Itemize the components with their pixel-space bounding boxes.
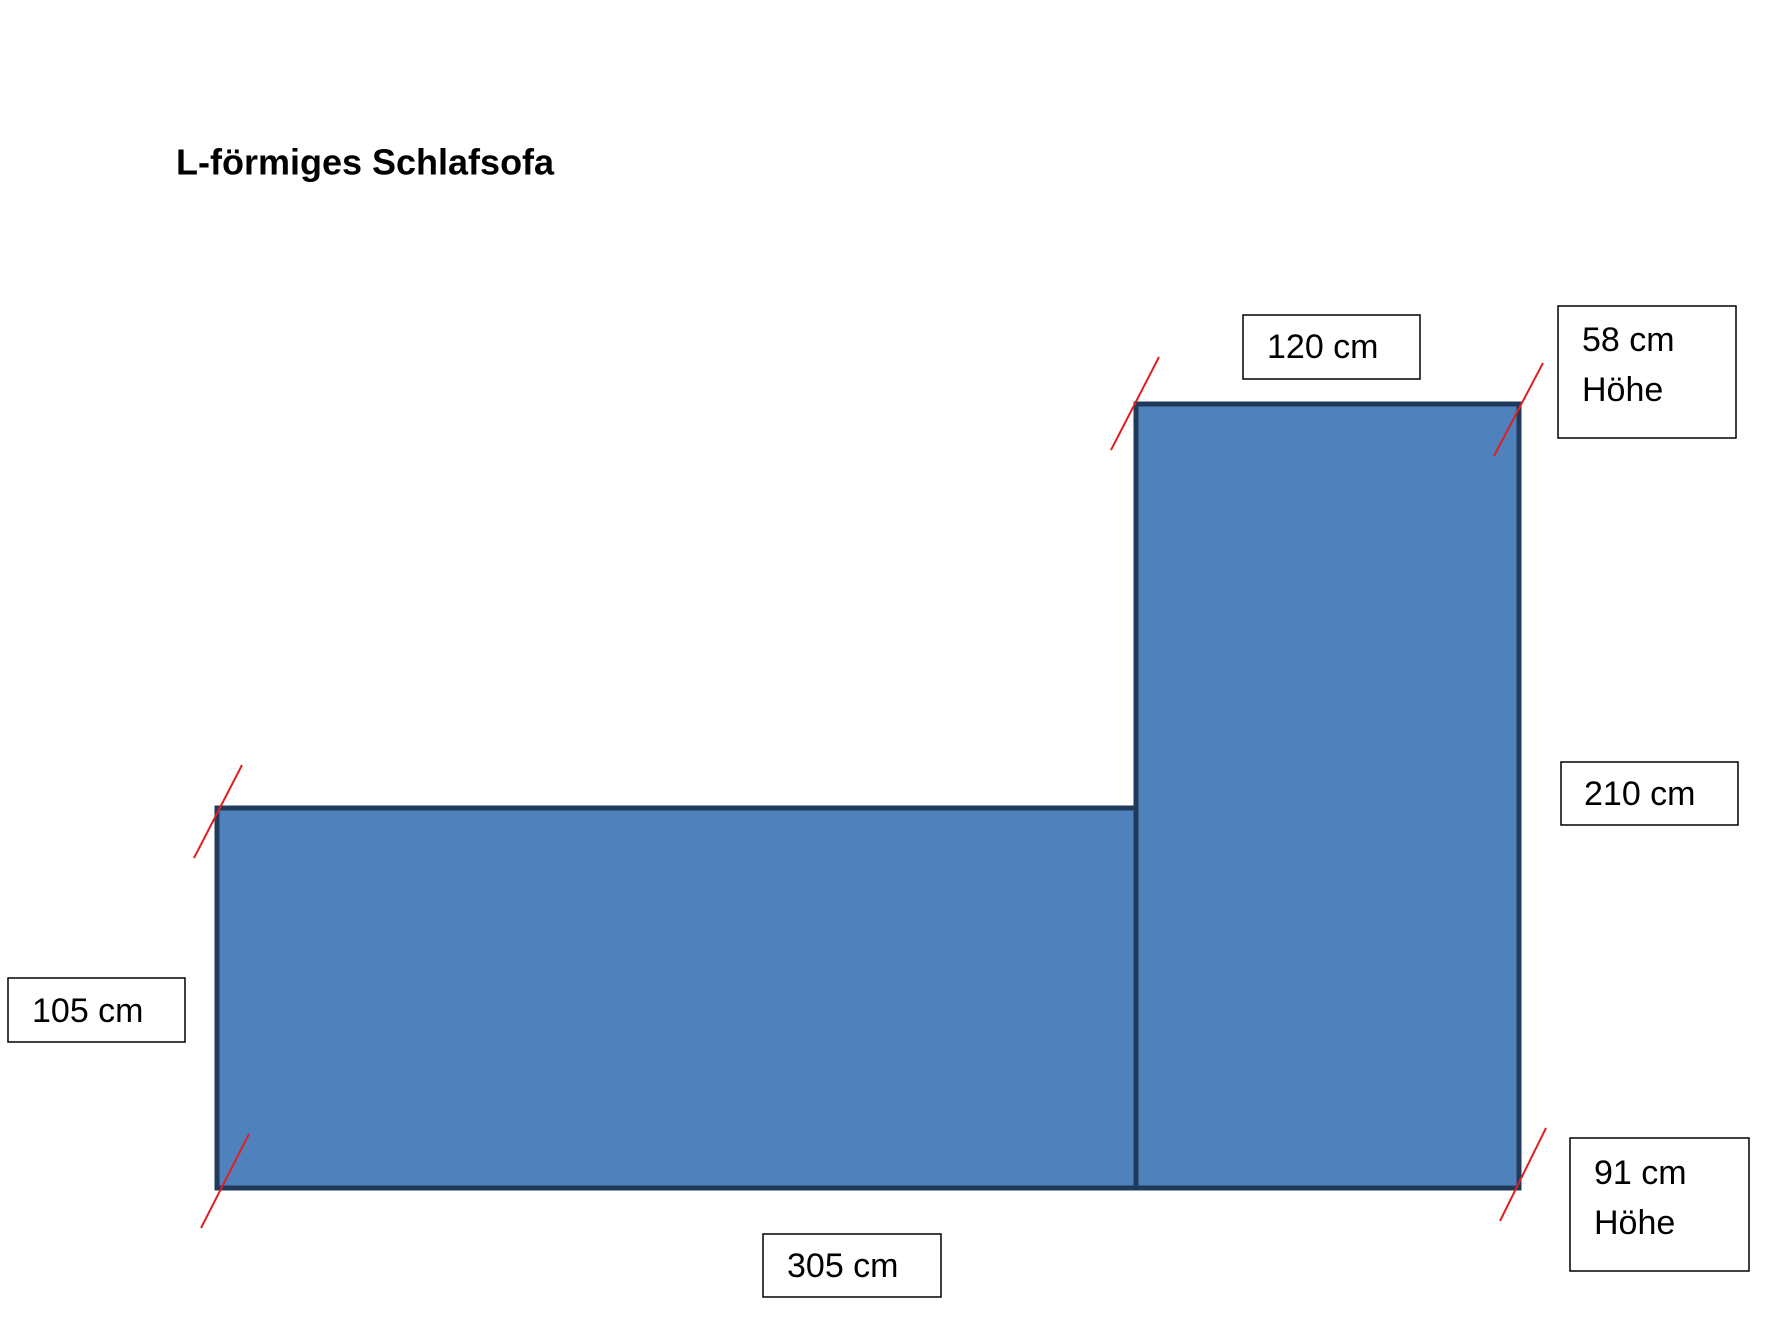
dimension-label: 120 cm	[1267, 328, 1379, 366]
dimension-mark	[200, 1133, 250, 1229]
label-box	[7, 977, 186, 1043]
sofa-corner-part	[1133, 401, 1522, 1191]
label-box	[1557, 305, 1737, 439]
dimension-label: 91 cm	[1594, 1154, 1687, 1192]
dimension-label: 305 cm	[787, 1247, 899, 1285]
dimension-label: Höhe	[1582, 371, 1663, 409]
dimension-mark	[193, 764, 243, 859]
dimension-mark	[1110, 356, 1160, 451]
dimension-label: 105 cm	[32, 992, 144, 1030]
label-box	[1569, 1137, 1750, 1272]
dimension-mark	[1493, 362, 1544, 457]
label-box	[1560, 761, 1739, 826]
dimension-label: 58 cm	[1582, 321, 1675, 359]
dimension-label: Höhe	[1594, 1204, 1675, 1242]
dimension-mark	[1499, 1127, 1547, 1222]
title: L-förmiges Schlafsofa	[176, 142, 555, 183]
label-box	[762, 1233, 942, 1298]
label-box	[1242, 314, 1421, 380]
dimension-label: 210 cm	[1584, 775, 1696, 813]
sofa-long-part	[214, 805, 1139, 1191]
